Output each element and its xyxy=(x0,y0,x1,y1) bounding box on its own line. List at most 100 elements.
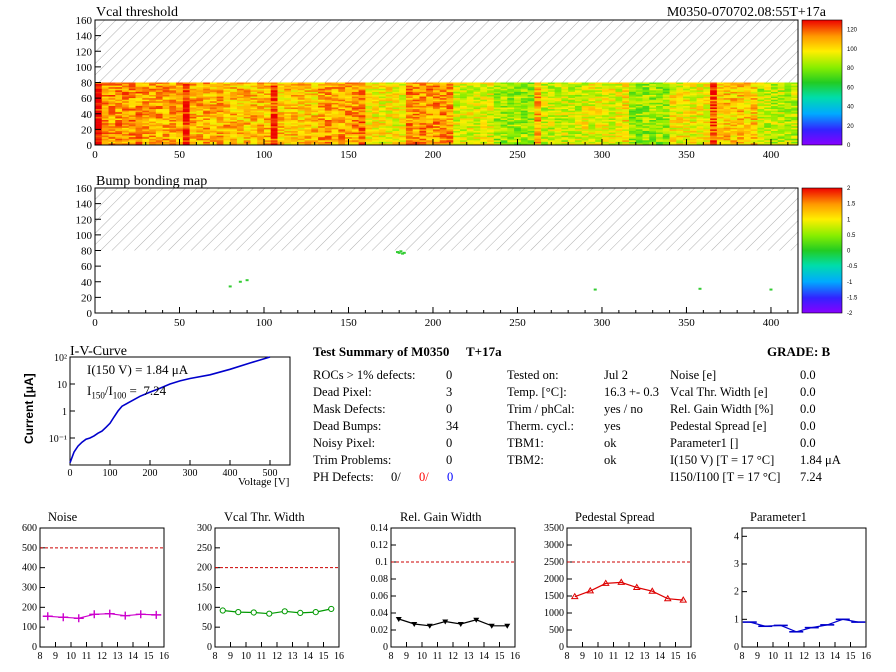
x-tick-label: 100 xyxy=(256,317,273,329)
summary-row-value: 0 xyxy=(446,453,453,467)
color-scale-label: 1 xyxy=(847,217,851,223)
x-tick-label: 13 xyxy=(113,651,123,662)
y-tick-label: 60 xyxy=(81,93,93,105)
plot-frame xyxy=(390,527,516,648)
ph-defects-value-3: 0 xyxy=(447,470,454,484)
plot-frame xyxy=(214,527,340,648)
x-tick-label: 100 xyxy=(256,149,273,161)
summary-row-value: yes / no xyxy=(604,402,643,416)
x-tick-label: 8 xyxy=(565,651,570,662)
y-tick-label: 4 xyxy=(734,531,739,542)
summary-plot-3: 8 9 10 11 12 13 14 15 16 0 0.02 0.04 0.06 0.08 0.1 0.12… xyxy=(371,523,521,662)
summary-row-value: 3 xyxy=(446,385,453,399)
x-tick-label: 14 xyxy=(830,651,840,662)
y-tick-label: 2 xyxy=(734,587,739,598)
x-tick-label: 50 xyxy=(174,149,186,161)
data-point xyxy=(395,616,402,622)
color-scale-label: 20 xyxy=(847,124,854,130)
data-point xyxy=(504,623,511,629)
iv-xlabel: Voltage [V] xyxy=(238,476,290,488)
y-tick-label: 0.02 xyxy=(371,625,389,636)
iv-ylabel: Current [μA] xyxy=(22,373,36,444)
x-tick-label: 16 xyxy=(510,651,520,662)
data-point xyxy=(457,622,464,628)
color-scale-label: -1 xyxy=(847,280,853,286)
x-tick-label: 11 xyxy=(82,651,92,662)
x-tick-label: 11 xyxy=(609,651,619,662)
color-scale-bar xyxy=(801,19,843,146)
y-tick-label: 0.1 xyxy=(376,557,389,568)
summary-row-value: 7.24 xyxy=(800,470,822,484)
iv-curve-title: I-V-Curve xyxy=(70,344,128,359)
color-scale-label: 40 xyxy=(847,105,854,111)
vcal-width-plot-title: Vcal Thr. Width xyxy=(224,510,305,524)
dead-bump-cell xyxy=(228,285,232,288)
dead-bump-cell xyxy=(395,251,399,254)
iv-y-tick-label: 1 xyxy=(62,407,67,418)
vcal-cells xyxy=(95,82,799,146)
x-tick-label: 15 xyxy=(495,651,505,662)
summary-row-label: ROCs > 1% defects: xyxy=(313,368,416,382)
x-tick-label: 350 xyxy=(678,149,695,161)
data-point xyxy=(617,578,626,585)
summary-row-value: 16.3 +- 0.3 xyxy=(604,385,659,399)
iv-x-tick-label: 400 xyxy=(223,468,238,479)
iv-x-tick-label: 200 xyxy=(143,468,158,479)
y-tick-label: 0 xyxy=(559,642,564,653)
summary-row-label: Vcal Thr. Width [e] xyxy=(670,385,768,399)
x-tick-label: 8 xyxy=(740,651,745,662)
data-point xyxy=(266,610,273,617)
grade-label: GRADE: B xyxy=(767,344,831,359)
iv-annotation-current: I(150 V) = 1.84 μA xyxy=(87,362,189,377)
dead-bump-cell xyxy=(402,251,406,254)
data-point xyxy=(442,619,449,625)
y-tick-label: 2000 xyxy=(544,574,564,585)
ph-defects-value-2: 0/ xyxy=(419,470,429,484)
x-tick-label: 9 xyxy=(580,651,585,662)
x-tick-label: 200 xyxy=(425,149,442,161)
y-tick-label: 100 xyxy=(76,62,93,74)
data-point xyxy=(135,610,146,619)
color-scale-label: 100 xyxy=(847,47,858,53)
bump-bonding-map: 0 50 100 150 200 250 300 350 4000204060801001201… xyxy=(76,183,859,329)
x-tick-label: 13 xyxy=(640,651,650,662)
data-point xyxy=(104,609,115,618)
data-point xyxy=(679,596,688,603)
dead-bump-cell xyxy=(769,288,773,291)
module-id-label: M0350-070702.08:55T+17a xyxy=(666,5,826,20)
summary-row-value: ok xyxy=(604,453,617,467)
y-tick-label: 200 xyxy=(22,602,37,613)
summary-row-value: 0.0 xyxy=(800,368,816,382)
x-tick-label: 15 xyxy=(144,651,154,662)
x-tick-label: 200 xyxy=(425,317,442,329)
bump-bonding-title: Bump bonding map xyxy=(96,174,208,189)
y-tick-label: 300 xyxy=(197,523,212,534)
y-tick-label: 0 xyxy=(87,308,93,320)
x-tick-label: 9 xyxy=(228,651,233,662)
x-tick-label: 9 xyxy=(404,651,409,662)
plot-frame xyxy=(566,527,692,648)
y-tick-label: 0 xyxy=(207,642,212,653)
iv-annotation-ratio: I150/I100 = 7.24 xyxy=(87,383,167,401)
x-tick-label: 10 xyxy=(593,651,603,662)
iv-x-tick-label: 300 xyxy=(183,468,198,479)
y-tick-label: 200 xyxy=(197,563,212,574)
gain-width-plot-title: Rel. Gain Width xyxy=(400,510,482,524)
x-tick-label: 150 xyxy=(340,149,357,161)
iv-x-tick-label: 100 xyxy=(103,468,118,479)
color-scale-label: -1.5 xyxy=(847,295,858,301)
unused-region-hatch xyxy=(95,20,798,83)
y-tick-label: 20 xyxy=(81,292,93,304)
x-tick-label: 0 xyxy=(92,149,98,161)
data-point xyxy=(58,613,69,622)
dead-bump-cell xyxy=(698,287,702,290)
summary-row-value: 0.0 xyxy=(800,385,816,399)
data-point xyxy=(250,609,257,616)
x-tick-label: 250 xyxy=(509,149,526,161)
x-tick-label: 16 xyxy=(334,651,344,662)
iv-ratio-value: 7.24 xyxy=(143,383,167,398)
y-tick-label: 100 xyxy=(76,230,93,242)
color-scale-label: 0 xyxy=(847,143,851,149)
